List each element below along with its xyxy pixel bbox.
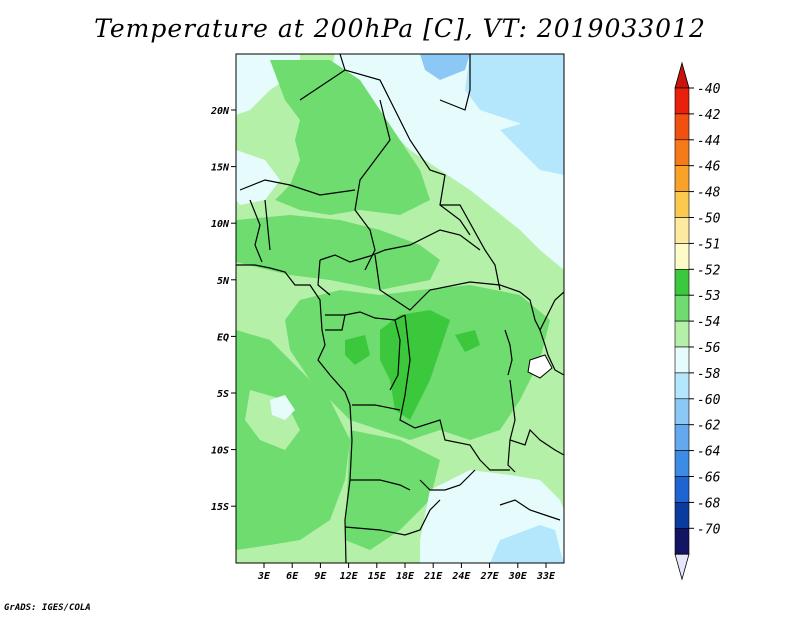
colorbar-label: -50: [697, 212, 721, 227]
lat-tick-label: 15S: [211, 502, 229, 513]
field-southeast-blue: [490, 525, 564, 563]
colorbar-label: -42: [697, 108, 721, 123]
colorbar-swatch: [674, 87, 690, 115]
lon-tick-label: 24E: [451, 571, 471, 582]
colorbar-swatch: [674, 243, 690, 270]
colorbar-swatch: [674, 424, 690, 451]
colorbar-label: -52: [697, 263, 721, 278]
lon-tick-label: 6E: [286, 571, 299, 582]
field-lake-victoria: [527, 354, 553, 379]
colorbar-swatch: [674, 346, 690, 374]
colorbar-label: -56: [697, 341, 721, 356]
lon-tick-label: 15E: [368, 571, 387, 582]
lat-tick-label: 20N: [210, 106, 230, 117]
lon-tick-label: 21E: [423, 571, 443, 582]
field-congo-warm-core: [380, 310, 450, 420]
colorbar-swatch: [674, 139, 690, 167]
colorbar-label: -51: [697, 237, 720, 252]
borders: [236, 54, 564, 563]
colorbar-label: -64: [697, 445, 720, 460]
colorbar-swatch: [674, 294, 690, 322]
field-northwest-cold: [236, 150, 280, 205]
footer-credit: GrADS: IGES/COLA: [4, 603, 91, 613]
colorbar-swatch: [674, 372, 690, 400]
colorbar-top-arrow: [674, 61, 690, 89]
lat-tick-label: EQ: [217, 332, 229, 343]
lon-tick-label: 33E: [536, 571, 556, 582]
colorbar-label: -58: [697, 367, 721, 382]
lat-tick-label: 10S: [211, 446, 229, 457]
colorbar-label: -44: [697, 134, 720, 149]
field-west-green: [236, 215, 440, 290]
field-north-green: [270, 60, 430, 215]
colorbar-label: -62: [697, 419, 721, 434]
map-frame: [235, 53, 565, 564]
colorbar-swatch: [674, 398, 690, 425]
colorbar-label: -60: [697, 393, 721, 408]
field-southwest-green: [236, 330, 350, 550]
lon-tick-label: 18E: [396, 571, 415, 582]
field-warm-patch-3: [455, 330, 480, 352]
lon-tick-label: 9E: [314, 571, 327, 582]
lat-tick-label: 5S: [217, 389, 229, 400]
colorbar-label: -48: [697, 186, 721, 201]
colorbar-label: -70: [697, 522, 721, 537]
colorbar-bottom-arrow: [674, 553, 690, 581]
colorbar-swatch: [674, 502, 690, 529]
lon-tick-label: 12E: [340, 571, 359, 582]
lon-tick-label: 3E: [257, 571, 271, 582]
colorbar-swatch: [674, 113, 690, 141]
map-plot-area: [236, 54, 564, 563]
colorbar-swatch: [674, 191, 690, 218]
colorbar-swatch: [674, 527, 690, 555]
colorbar-swatch: [674, 476, 690, 503]
colorbar-swatch: [674, 217, 690, 244]
lon-tick-label: 27E: [480, 571, 500, 582]
colorbar-swatch: [674, 450, 690, 477]
colorbar-swatch: [674, 165, 690, 192]
longitude-axis: 3E 6E 9E 12E 15E 18E 21E 24E 27E 30E 33E: [257, 563, 556, 582]
colorbar-label: -66: [697, 471, 721, 486]
colorbar-swatch: [674, 268, 690, 296]
lat-tick-label: 15N: [211, 163, 230, 174]
colorbar-label: -40: [697, 82, 721, 97]
colorbar-label: -54: [697, 315, 720, 330]
field-west-pale-spot: [270, 395, 295, 420]
colorbar-swatch: [674, 320, 690, 348]
colorbar-label: -46: [697, 160, 721, 175]
field-warm-patch-2: [345, 335, 370, 365]
field-ne-blue-2: [420, 54, 470, 80]
latitude-axis: 20N 15N 10N 5N EQ 5S 10S 15S: [210, 106, 236, 513]
lon-tick-label: 30E: [508, 571, 528, 582]
color-legend: -40 -42 -44 -46 -48 -50 -51 -52 -53 -54 -56 -58 -60 -…: [674, 61, 721, 581]
chart-title: Temperature at 200hPa [C], VT: 201903301…: [94, 14, 706, 43]
colorbar-label: -53: [697, 289, 720, 304]
field-ne-blue-3: [500, 115, 564, 175]
lat-tick-label: 5N: [217, 276, 230, 287]
colorbar-label: -68: [697, 496, 721, 511]
lat-tick-label: 10N: [211, 219, 230, 230]
field-south-green: [345, 430, 440, 550]
